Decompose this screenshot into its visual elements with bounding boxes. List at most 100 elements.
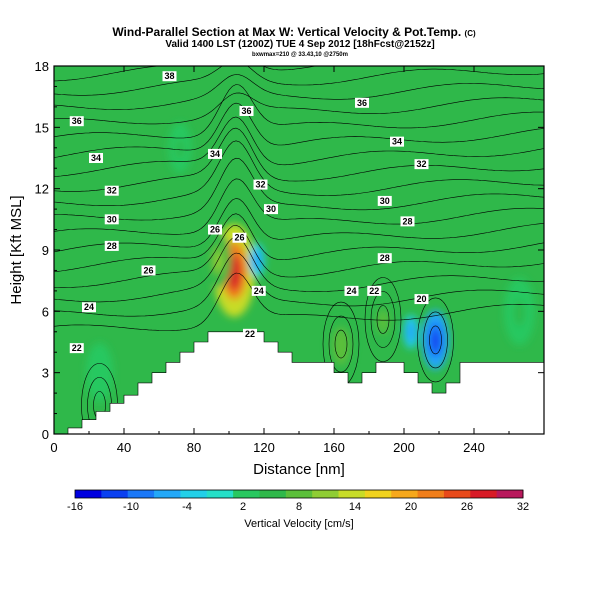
colorbar-swatch xyxy=(312,490,340,498)
y-tick-label: 6 xyxy=(42,304,49,319)
contour-labels: 38 36 36 36 34 34 34 32 32 32 30 30 30 28 28 26 26 26 28 24… xyxy=(69,71,429,354)
colorbar-swatch xyxy=(180,490,208,498)
contour-label: 22 xyxy=(72,343,82,353)
contour-label: 34 xyxy=(91,153,101,163)
x-tick-label: 0 xyxy=(50,440,57,455)
colorbar-tick-label: 2 xyxy=(240,501,246,513)
contour-label: 22 xyxy=(369,286,379,296)
chart-subtitle-2: bxwmax=210 @ 33.43,10 @2750m xyxy=(252,52,348,58)
theta-contour-line xyxy=(54,224,544,288)
y-axis-label: Height [Kft MSL] xyxy=(8,195,25,304)
colorbar-tick-label: 26 xyxy=(461,501,473,513)
y-tick-label: 18 xyxy=(35,59,49,74)
colorbar-tick-label: 32 xyxy=(517,501,529,513)
contour-label: 34 xyxy=(392,137,402,147)
contour-label-box xyxy=(414,159,429,170)
colorbar-swatch xyxy=(206,490,234,498)
contour-label-box xyxy=(377,195,392,206)
colorbar-tick-label: -4 xyxy=(182,501,192,513)
contour-label: 36 xyxy=(357,98,367,108)
chart-title: Wind-Parallel Section at Max W: Vertical… xyxy=(112,25,476,39)
contour-label-box xyxy=(239,105,254,116)
theta-contour-loop xyxy=(364,277,402,362)
contour-label-box xyxy=(377,253,392,264)
contour-label: 30 xyxy=(380,196,390,206)
colorbar-swatch xyxy=(470,490,498,498)
chart-title-unit: (C) xyxy=(465,29,476,38)
colorbar-swatch xyxy=(338,490,366,498)
contour-label-box xyxy=(104,240,119,251)
contour-label-box xyxy=(69,343,84,354)
colorbar-swatch xyxy=(259,490,287,498)
theta-contour-loop xyxy=(429,325,442,355)
x-axis-label: Distance [nm] xyxy=(253,461,345,478)
contour-label-box xyxy=(82,302,96,313)
colorbar-swatch xyxy=(496,490,524,498)
theta-contour-line xyxy=(54,213,544,273)
colorbar-swatch xyxy=(101,490,129,498)
contour-label: 36 xyxy=(241,106,251,116)
colorbar-swatch xyxy=(417,490,445,498)
colorbar-tick-label: -16 xyxy=(67,501,83,513)
theta-contour-loop xyxy=(376,305,390,334)
contour-label-box xyxy=(253,179,268,190)
contour-label-box xyxy=(390,136,404,147)
colorbar-swatch xyxy=(391,490,419,498)
colorbar-label: Vertical Velocity [cm/s] xyxy=(244,518,353,530)
x-tick-label: 80 xyxy=(187,440,201,455)
theta-contour-line xyxy=(54,236,544,303)
colorbar-tick-label: 20 xyxy=(405,501,417,513)
contour-label-box xyxy=(251,285,266,296)
contour-label: 22 xyxy=(245,329,255,339)
theta-contour-line xyxy=(54,127,544,192)
contour-label: 26 xyxy=(234,233,244,243)
x-tick-label: 160 xyxy=(323,440,345,455)
theta-contour-line xyxy=(54,84,544,139)
terrain xyxy=(54,331,544,434)
theta-contour-line xyxy=(54,252,544,317)
y-tick-label: 12 xyxy=(35,182,49,197)
velocity-anomalies xyxy=(86,122,535,403)
contour-label-box xyxy=(89,153,103,163)
colorbar-swatch xyxy=(233,490,260,498)
velocity-anomaly-core xyxy=(408,326,414,340)
velocity-anomaly-core xyxy=(380,315,386,330)
y-tick-label: 15 xyxy=(35,120,49,135)
velocity-anomaly-core xyxy=(431,330,440,353)
contour-label-box xyxy=(141,265,156,276)
contour-label-box xyxy=(243,328,257,339)
contour-label-box xyxy=(400,216,415,227)
contour-label-box xyxy=(264,204,278,215)
theta-contour-loop xyxy=(328,315,354,373)
colorbar: -16 -10 -4 2 8 14 20 26 32 xyxy=(67,489,529,513)
contour-label-box xyxy=(367,285,382,296)
contour-label: 32 xyxy=(255,180,265,190)
contour-label-box xyxy=(344,285,359,296)
theta-contour-line xyxy=(54,102,544,158)
colorbar-tick-label: 14 xyxy=(349,501,361,513)
contour-label-box xyxy=(208,224,222,235)
theta-contour-line xyxy=(54,178,544,235)
theta-contour-line xyxy=(54,116,544,177)
y-tick-label: 9 xyxy=(42,243,49,258)
x-tick-label: 200 xyxy=(393,440,415,455)
theta-contours xyxy=(54,66,544,434)
x-tick-label: 120 xyxy=(253,440,275,455)
theta-contour-line xyxy=(54,66,318,82)
contour-label: 28 xyxy=(380,253,390,263)
theta-contour-loop xyxy=(370,291,396,348)
colorbar-tick-label: 8 xyxy=(296,501,302,513)
contour-label: 26 xyxy=(210,225,220,235)
contour-label: 32 xyxy=(416,159,426,169)
chart-title-text: Wind-Parallel Section at Max W: Vertical… xyxy=(112,25,461,39)
contour-label-box xyxy=(208,148,222,159)
velocity-anomaly-core xyxy=(176,139,184,159)
theta-contour-line xyxy=(54,198,544,253)
contour-label: 28 xyxy=(402,216,412,226)
colorbar-frame xyxy=(74,489,524,499)
velocity-anomaly-core xyxy=(514,300,525,326)
theta-contour-line xyxy=(54,157,544,221)
plot-area: 38 36 36 36 34 34 34 32 32 32 30 30 30 28 28 26 26 26 28 24… xyxy=(54,66,544,434)
contour-label: 36 xyxy=(72,116,82,126)
x-tick-label: 240 xyxy=(463,440,485,455)
